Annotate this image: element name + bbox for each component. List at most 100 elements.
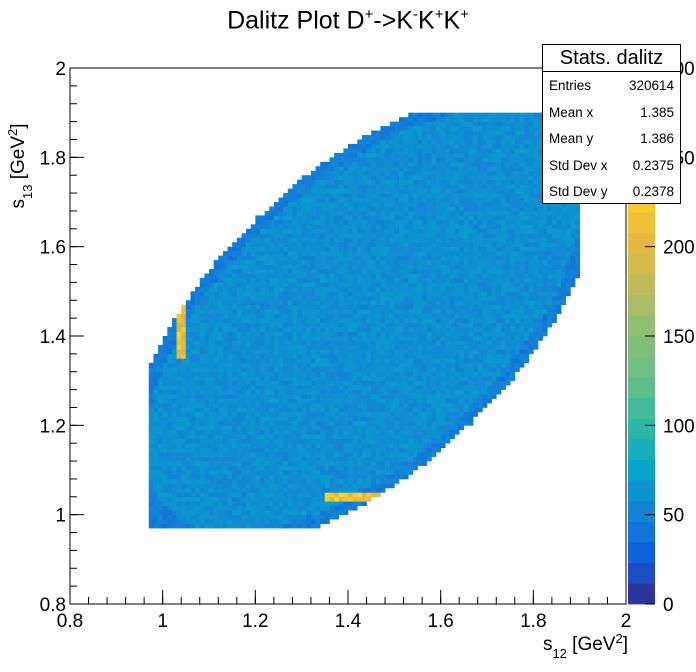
heatmap-cell <box>454 148 460 154</box>
heatmap-cell <box>352 487 358 493</box>
heatmap-cell <box>366 420 372 426</box>
heatmap-cell <box>459 219 465 225</box>
heatmap-cell <box>167 452 173 457</box>
heatmap-cell <box>301 434 307 440</box>
heatmap-cell <box>306 233 312 239</box>
heatmap-cell <box>371 362 377 368</box>
heatmap-cell <box>301 470 307 475</box>
heatmap-cell <box>301 336 307 341</box>
heatmap-cell <box>324 202 330 207</box>
heatmap-cell <box>398 344 404 350</box>
heatmap-cell <box>389 148 395 154</box>
heatmap-cell <box>301 255 307 261</box>
heatmap-cell <box>171 416 177 422</box>
heatmap-cell <box>204 394 210 399</box>
heatmap-cell <box>162 353 168 359</box>
heatmap-cell <box>250 224 256 230</box>
heatmap-cell <box>227 336 233 341</box>
heatmap-cell <box>167 411 173 417</box>
heatmap-cell <box>292 291 298 297</box>
heatmap-cell <box>371 251 377 256</box>
heatmap-cell <box>436 228 442 234</box>
heatmap-cell <box>449 197 455 203</box>
heatmap-cell <box>259 443 265 449</box>
heatmap-cell <box>209 282 214 288</box>
heatmap-cell <box>232 452 238 457</box>
heatmap-cell <box>436 295 442 301</box>
heatmap-cell <box>209 425 214 431</box>
heatmap-cell <box>449 193 455 198</box>
heatmap-cell <box>297 210 303 216</box>
heatmap-cell <box>320 277 326 283</box>
heatmap-cell <box>306 215 312 221</box>
heatmap-cell <box>454 380 460 386</box>
heatmap-cell <box>468 277 474 283</box>
heatmap-cell <box>371 197 377 203</box>
heatmap-cell <box>162 336 168 341</box>
heatmap-cell <box>301 385 307 390</box>
heatmap-cell <box>352 496 358 502</box>
heatmap-cell <box>218 461 224 466</box>
heatmap-cell <box>264 215 270 221</box>
heatmap-cell <box>246 429 252 435</box>
heatmap-cell <box>422 340 428 346</box>
heatmap-cell <box>241 407 247 413</box>
heatmap-cell <box>310 282 316 288</box>
heatmap-cell <box>329 242 335 248</box>
heatmap-cell <box>320 456 326 462</box>
heatmap-cell <box>449 371 455 377</box>
heatmap-cell <box>190 385 196 390</box>
heatmap-cell <box>218 487 224 493</box>
heatmap-cell <box>431 318 437 323</box>
heatmap-cell <box>195 420 201 426</box>
heatmap-cell <box>246 385 252 390</box>
heatmap-cell <box>375 353 381 359</box>
heatmap-cell <box>412 358 418 364</box>
heatmap-cell <box>403 295 409 301</box>
heatmap-cell <box>278 398 284 404</box>
heatmap-cell <box>246 487 252 493</box>
heatmap-cell <box>380 184 386 189</box>
heatmap-cell <box>366 452 372 457</box>
heatmap-cell <box>292 188 298 194</box>
heatmap-cell <box>468 362 474 368</box>
heatmap-cell <box>246 362 252 368</box>
heatmap-cell <box>343 313 349 319</box>
heatmap-cell <box>199 318 205 323</box>
heatmap-cell <box>264 353 270 359</box>
heatmap-cell <box>357 166 363 172</box>
heatmap-cell <box>241 434 247 440</box>
heatmap-cell <box>426 452 432 457</box>
heatmap-cell <box>292 358 298 364</box>
heatmap-cell <box>181 474 187 480</box>
heatmap-cell <box>426 143 432 149</box>
heatmap-cell <box>398 143 404 149</box>
heatmap-cell <box>320 304 326 310</box>
heatmap-cell <box>375 447 381 453</box>
heatmap-cell <box>218 349 224 355</box>
heatmap-cell <box>259 380 265 386</box>
heatmap-cell <box>176 349 182 355</box>
heatmap-cell <box>468 206 474 212</box>
heatmap-cell <box>380 206 386 212</box>
heatmap-cell <box>227 376 233 382</box>
heatmap-cell <box>209 331 214 337</box>
heatmap-cell <box>315 269 321 274</box>
heatmap-cell <box>171 362 177 368</box>
heatmap-cell <box>273 344 279 350</box>
heatmap-cell <box>352 202 358 207</box>
heatmap-cell <box>287 228 293 234</box>
heatmap-cell <box>352 349 358 355</box>
heatmap-cell <box>301 398 307 404</box>
heatmap-cell <box>361 313 367 319</box>
heatmap-cell <box>440 313 446 319</box>
heatmap-cell <box>375 202 381 207</box>
heatmap-cell <box>357 349 363 355</box>
heatmap-cell <box>259 277 265 283</box>
heatmap-cell <box>250 452 256 457</box>
heatmap-cell <box>227 465 233 471</box>
heatmap-cell <box>357 438 363 444</box>
heatmap-cell <box>255 362 261 368</box>
heatmap-cell <box>190 514 196 520</box>
heatmap-cell <box>361 452 367 457</box>
